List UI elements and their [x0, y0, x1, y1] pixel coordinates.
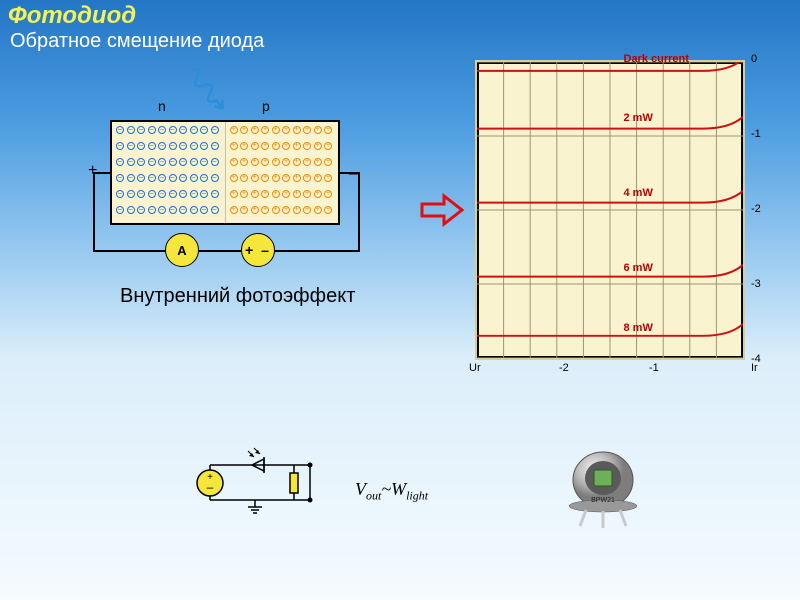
x-tick-label: Ur: [469, 362, 481, 374]
y-tick-label: -2: [751, 203, 761, 215]
svg-text:BPW21: BPW21: [591, 497, 615, 504]
junction-box: ––––––––––––––––––––––––––––––––––––––––…: [110, 120, 340, 225]
pn-junction-diagram: n p ––––––––––––––––––––––––––––––––––––…: [90, 120, 350, 270]
curve-label: 2 mW: [624, 112, 653, 124]
x-tick-label: -2: [559, 362, 569, 374]
y-tick-label: -1: [751, 128, 761, 140]
curve-label: 4 mW: [624, 187, 653, 199]
output-formula: Vout~Wlight: [355, 479, 428, 504]
photodiode-circuit-schematic: + –: [190, 445, 340, 530]
svg-text:–: –: [207, 480, 214, 494]
subtitle: Обратное смещение диода: [10, 30, 264, 53]
n-carriers: ––––––––––––––––––––––––––––––––––––––––…: [116, 126, 221, 219]
curve-label: Dark current: [624, 53, 689, 65]
p-carriers: ++++++++++++++++++++++++++++++++++++++++…: [230, 126, 335, 219]
page-title: Фотодиод: [8, 2, 136, 30]
photodiode-component-icon: BPW21: [558, 448, 648, 533]
y-tick-label: 0: [751, 53, 757, 65]
photoeffect-caption: Внутренний фотоэффект: [120, 285, 355, 308]
curve-label: 8 mW: [624, 322, 653, 334]
voltage-source-icon: + –: [241, 233, 275, 267]
x-tick-label: -1: [649, 362, 659, 374]
n-region-label: n: [158, 98, 166, 114]
implies-arrow-icon: [420, 192, 466, 233]
y-tick-label: -3: [751, 278, 761, 290]
p-region-label: p: [262, 98, 270, 114]
iv-characteristics-chart: [475, 60, 745, 360]
curve-label: 6 mW: [624, 262, 653, 274]
photon-arrow-icon: [179, 60, 241, 125]
ir-axis-label: Ir: [751, 362, 758, 374]
ammeter-icon: A: [165, 233, 199, 267]
